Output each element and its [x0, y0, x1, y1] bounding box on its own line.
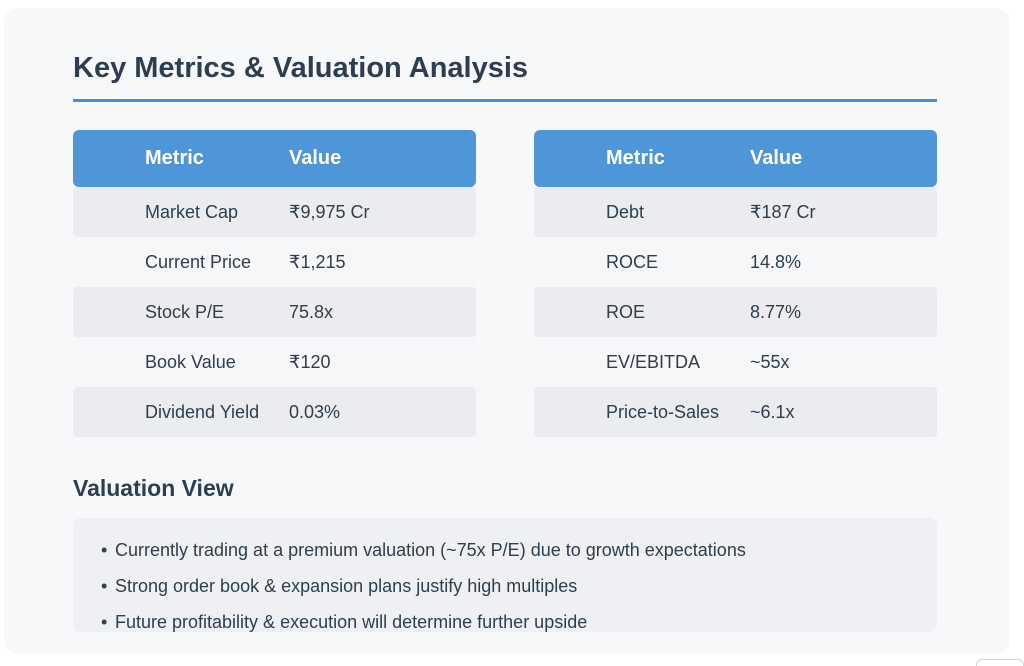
- table-row: Debt ₹187 Cr: [534, 187, 937, 237]
- metric-name: Market Cap: [73, 187, 289, 237]
- table-row: EV/EBITDA ~55x: [534, 337, 937, 387]
- metric-value: ₹9,975 Cr: [289, 187, 476, 237]
- metric-value: ~6.1x: [750, 387, 937, 437]
- valuation-points-list: • Currently trading at a premium valuatio…: [73, 518, 937, 640]
- metric-value: ₹1,215: [289, 237, 476, 287]
- metric-name: Debt: [534, 187, 750, 237]
- metric-name: Dividend Yield: [73, 387, 289, 437]
- metric-value: ₹120: [289, 337, 476, 387]
- bullet-icon: •: [101, 576, 108, 596]
- table-header-row: Metric Value: [534, 130, 937, 187]
- metric-name: ROE: [534, 287, 750, 337]
- column-header-value: Value: [750, 130, 937, 187]
- column-header-metric: Metric: [534, 130, 750, 187]
- list-item-text: Future profitability & execution will de…: [115, 612, 588, 632]
- metric-name: EV/EBITDA: [534, 337, 750, 387]
- metric-value: 8.77%: [750, 287, 937, 337]
- metric-name: Current Price: [73, 237, 289, 287]
- table-row: Market Cap ₹9,975 Cr: [73, 187, 476, 237]
- valuation-view-heading: Valuation View: [73, 475, 234, 501]
- metric-value: 75.8x: [289, 287, 476, 337]
- metrics-table-right: Metric Value Debt ₹187 Cr ROCE 14.8% ROE…: [534, 130, 937, 437]
- bullet-icon: •: [101, 540, 108, 560]
- table-row: Stock P/E 75.8x: [73, 287, 476, 337]
- metric-value: 14.8%: [750, 237, 937, 287]
- title-divider: [73, 99, 937, 102]
- metric-name: ROCE: [534, 237, 750, 287]
- column-header-value: Value: [289, 130, 476, 187]
- bullet-icon: •: [101, 612, 108, 632]
- table-row: Book Value ₹120: [73, 337, 476, 387]
- list-item: • Future profitability & execution will d…: [101, 604, 937, 640]
- column-header-metric: Metric: [73, 130, 289, 187]
- table-row: ROCE 14.8%: [534, 237, 937, 287]
- metrics-table-left: Metric Value Market Cap ₹9,975 Cr Curren…: [73, 130, 476, 437]
- table-row: ROE 8.77%: [534, 287, 937, 337]
- table-row: Dividend Yield 0.03%: [73, 387, 476, 437]
- corner-tab[interactable]: [976, 659, 1024, 666]
- metric-name: Stock P/E: [73, 287, 289, 337]
- metric-name: Price-to-Sales: [534, 387, 750, 437]
- metric-value: ~55x: [750, 337, 937, 387]
- table-row: Price-to-Sales ~6.1x: [534, 387, 937, 437]
- table-row: Current Price ₹1,215: [73, 237, 476, 287]
- metric-value: 0.03%: [289, 387, 476, 437]
- table-header-row: Metric Value: [73, 130, 476, 187]
- page-title: Key Metrics & Valuation Analysis: [73, 52, 529, 84]
- list-item: • Currently trading at a premium valuatio…: [101, 532, 937, 568]
- list-item-text: Currently trading at a premium valuation…: [115, 540, 746, 560]
- valuation-view-box: • Currently trading at a premium valuatio…: [73, 518, 937, 632]
- metric-value: ₹187 Cr: [750, 187, 937, 237]
- list-item: • Strong order book & expansion plans jus…: [101, 568, 937, 604]
- metric-name: Book Value: [73, 337, 289, 387]
- list-item-text: Strong order book & expansion plans just…: [115, 576, 578, 596]
